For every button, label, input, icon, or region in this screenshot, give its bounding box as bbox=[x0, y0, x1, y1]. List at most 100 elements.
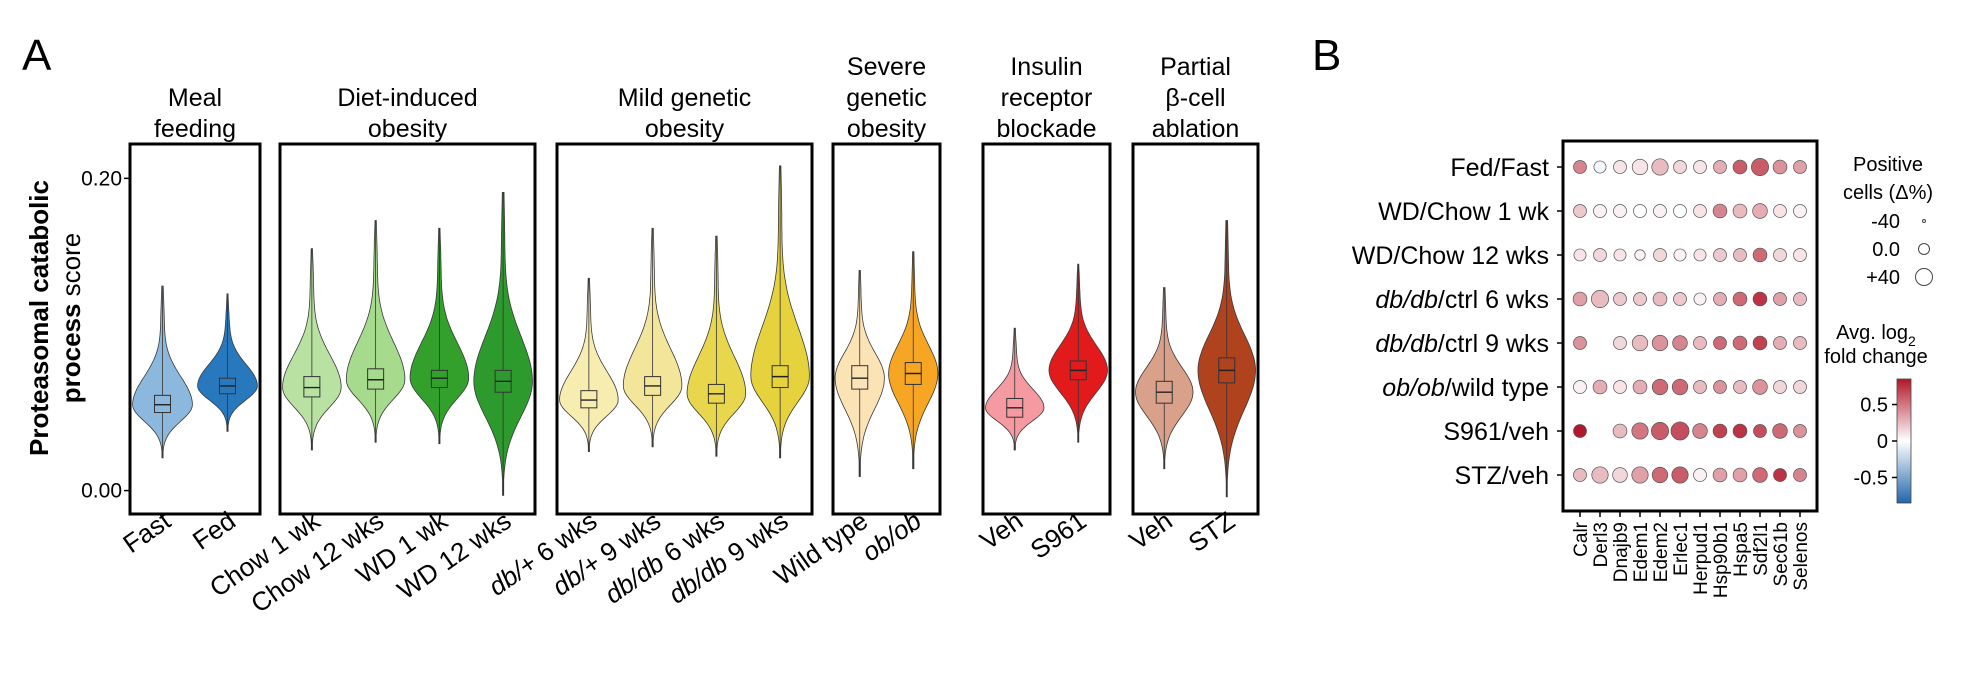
dot bbox=[1793, 380, 1807, 394]
y-axis-label-space bbox=[56, 296, 86, 303]
dot bbox=[1593, 204, 1607, 218]
group-title: ablation bbox=[1152, 115, 1240, 143]
dot bbox=[1573, 248, 1587, 262]
violin-box bbox=[367, 368, 385, 390]
dot bbox=[1713, 160, 1727, 174]
group-frame bbox=[555, 142, 814, 516]
group-title: Mild genetic bbox=[618, 84, 751, 112]
row-label-rest: /wild type bbox=[1445, 374, 1549, 402]
dot bbox=[1793, 468, 1807, 482]
dot bbox=[1692, 423, 1708, 439]
gene-label: Sec61b bbox=[1771, 522, 1792, 586]
dot bbox=[1732, 467, 1748, 483]
dot bbox=[1732, 203, 1748, 219]
dot bbox=[1613, 204, 1627, 218]
dot bbox=[1693, 160, 1707, 174]
group-title: genetic bbox=[846, 84, 927, 112]
dot bbox=[1713, 336, 1727, 350]
dot bbox=[1713, 292, 1727, 306]
dot bbox=[1732, 335, 1748, 351]
dot bbox=[1793, 292, 1807, 306]
panel-b-label: B bbox=[1312, 31, 1341, 80]
row-label: db/db/ctrl 9 wks bbox=[1375, 330, 1549, 358]
dot bbox=[1653, 204, 1667, 218]
y-tick-label: 0.00 bbox=[81, 480, 122, 503]
dot bbox=[1712, 423, 1728, 439]
dot bbox=[1773, 292, 1787, 306]
color-tick-label: 0 bbox=[1877, 431, 1888, 453]
dot bbox=[1671, 466, 1689, 484]
dot bbox=[1732, 291, 1748, 307]
dot bbox=[1693, 336, 1707, 350]
y-axis-label-line2: process score bbox=[56, 233, 86, 404]
y-tick-label: 0.20 bbox=[81, 167, 122, 190]
size-legend-title: cells (Δ%) bbox=[1843, 182, 1933, 204]
dot bbox=[1693, 292, 1707, 306]
dot bbox=[1573, 468, 1587, 482]
dot bbox=[1652, 291, 1668, 307]
dot bbox=[1732, 159, 1748, 175]
dot bbox=[1633, 204, 1647, 218]
dot bbox=[1651, 158, 1669, 176]
dot bbox=[1693, 204, 1707, 218]
dot bbox=[1613, 336, 1627, 350]
dot bbox=[1793, 336, 1807, 350]
dot bbox=[1573, 204, 1587, 218]
y-axis-label-plain: score bbox=[56, 233, 86, 297]
dot bbox=[1733, 380, 1747, 394]
group-frame bbox=[981, 142, 1112, 516]
group-title: Severe bbox=[847, 53, 926, 81]
dot bbox=[1593, 248, 1607, 262]
row-label-italic: db/db bbox=[1375, 286, 1438, 314]
dot bbox=[1633, 292, 1647, 306]
violin-box bbox=[303, 376, 321, 398]
dot bbox=[1673, 248, 1687, 262]
gene-label: Herpud1 bbox=[1691, 522, 1712, 595]
group-title: receptor bbox=[1001, 84, 1093, 112]
dot bbox=[1572, 291, 1588, 307]
dot bbox=[1673, 292, 1687, 306]
dot bbox=[1752, 335, 1768, 351]
size-legend-dot bbox=[1922, 219, 1926, 223]
dot bbox=[1693, 248, 1707, 262]
dot bbox=[1573, 380, 1587, 394]
gene-label: Hsp90b1 bbox=[1711, 522, 1732, 598]
color-legend-title-main: Avg. log bbox=[1836, 322, 1908, 344]
dot bbox=[1693, 380, 1707, 394]
dot bbox=[1591, 290, 1609, 308]
row-label: WD/Chow 1 wk bbox=[1378, 198, 1549, 226]
dot bbox=[1613, 248, 1627, 262]
color-tick-label: -0.5 bbox=[1854, 467, 1888, 489]
row-label: db/db/ctrl 6 wks bbox=[1375, 286, 1549, 314]
row-label: ob/ob/wild type bbox=[1382, 374, 1549, 402]
dot bbox=[1573, 160, 1587, 174]
dot bbox=[1651, 466, 1669, 484]
dot bbox=[1752, 379, 1768, 395]
group-title: obesity bbox=[368, 115, 448, 143]
group-title: obesity bbox=[847, 115, 927, 143]
color-bar bbox=[1896, 378, 1912, 504]
dot bbox=[1793, 204, 1807, 218]
size-legend-label: +40 bbox=[1866, 267, 1900, 289]
y-axis-label-bold: process bbox=[56, 304, 86, 404]
size-legend-dot bbox=[1915, 268, 1933, 286]
dot bbox=[1631, 158, 1649, 176]
size-legend-dot bbox=[1918, 243, 1930, 255]
dot bbox=[1793, 248, 1807, 262]
dot bbox=[1673, 160, 1687, 174]
dot bbox=[1753, 424, 1767, 438]
dotplot-frame bbox=[1561, 139, 1819, 513]
group-frame bbox=[128, 142, 262, 516]
dot bbox=[1671, 378, 1689, 396]
violin-box bbox=[430, 369, 448, 389]
row-label-rest: /ctrl 6 wks bbox=[1438, 286, 1549, 314]
size-legend-label: 0.0 bbox=[1872, 239, 1900, 261]
dot bbox=[1712, 203, 1728, 219]
dot bbox=[1612, 423, 1628, 439]
dot bbox=[1634, 249, 1646, 261]
dot bbox=[1613, 292, 1627, 306]
dot bbox=[1653, 248, 1667, 262]
dot bbox=[1631, 334, 1649, 352]
